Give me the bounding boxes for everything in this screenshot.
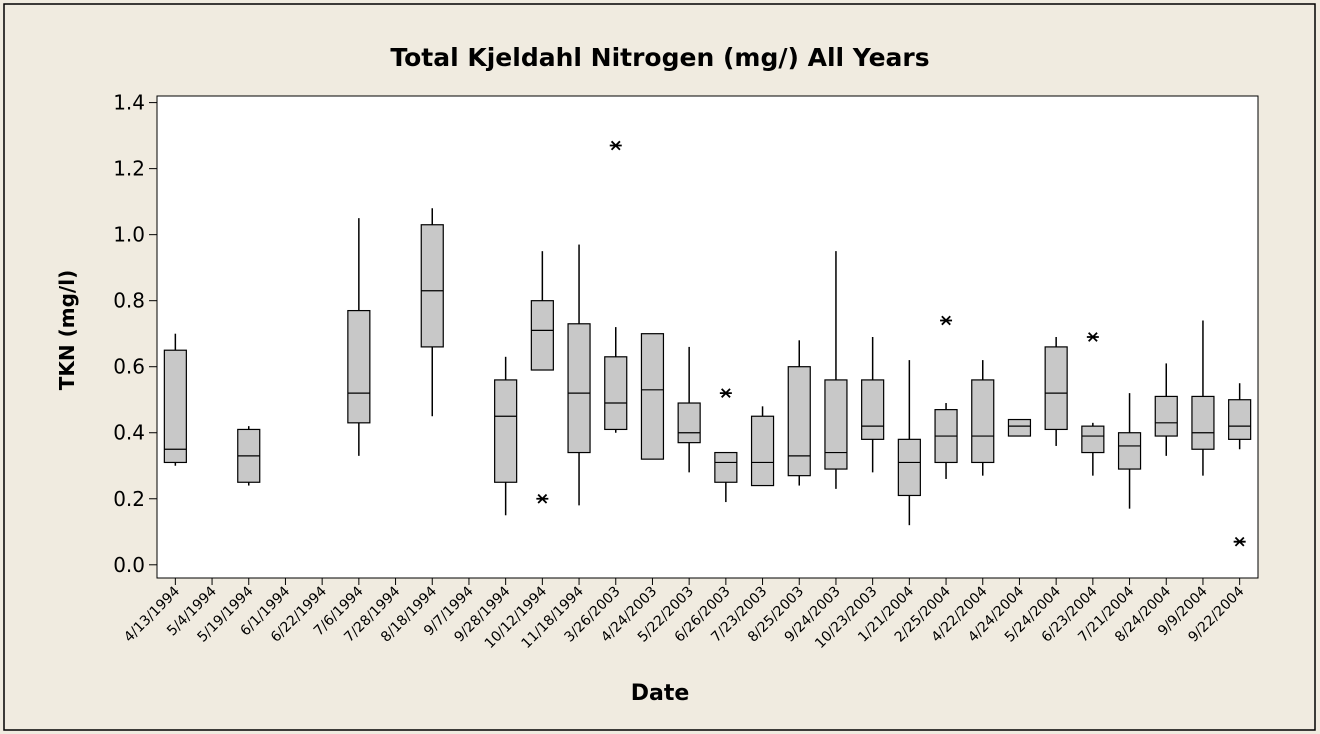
outlier [719,388,732,398]
y-tick-label: 0.0 [113,553,145,577]
box [494,379,518,483]
box [971,379,995,464]
box [347,309,371,424]
box [1117,432,1142,470]
y-tick-label: 0.8 [113,289,145,313]
outlier [940,315,953,326]
box [1191,395,1215,450]
box [567,323,591,454]
box [1007,418,1032,437]
box [530,300,554,371]
box [750,415,775,487]
outlier [1233,536,1246,547]
y-tick-label: 0.6 [113,355,145,379]
outlier [536,493,549,504]
y-tick-label: 0.2 [113,487,145,511]
box [787,366,811,477]
y-axis-label: TKN (mg/l) [55,270,79,390]
box [714,451,738,483]
box [1228,399,1252,440]
outlier [1086,332,1099,342]
y-tick-label: 0.4 [113,421,145,445]
box [824,379,848,470]
y-tick-label: 1.2 [113,157,145,181]
box [1081,425,1105,454]
x-axis-label: Date [631,681,690,706]
box [677,402,701,444]
box [604,356,628,431]
box [640,333,665,460]
box [1154,395,1178,437]
plot-area [156,95,1259,579]
outlier [609,140,622,151]
box [897,438,921,497]
box [420,224,444,348]
y-tick-label: 1.0 [113,223,145,247]
box [861,379,885,440]
box [163,349,187,464]
y-tick-label: 1.4 [113,91,145,115]
chart-title: Total Kjeldahl Nitrogen (mg/) All Years [390,43,929,72]
box [1044,346,1068,431]
